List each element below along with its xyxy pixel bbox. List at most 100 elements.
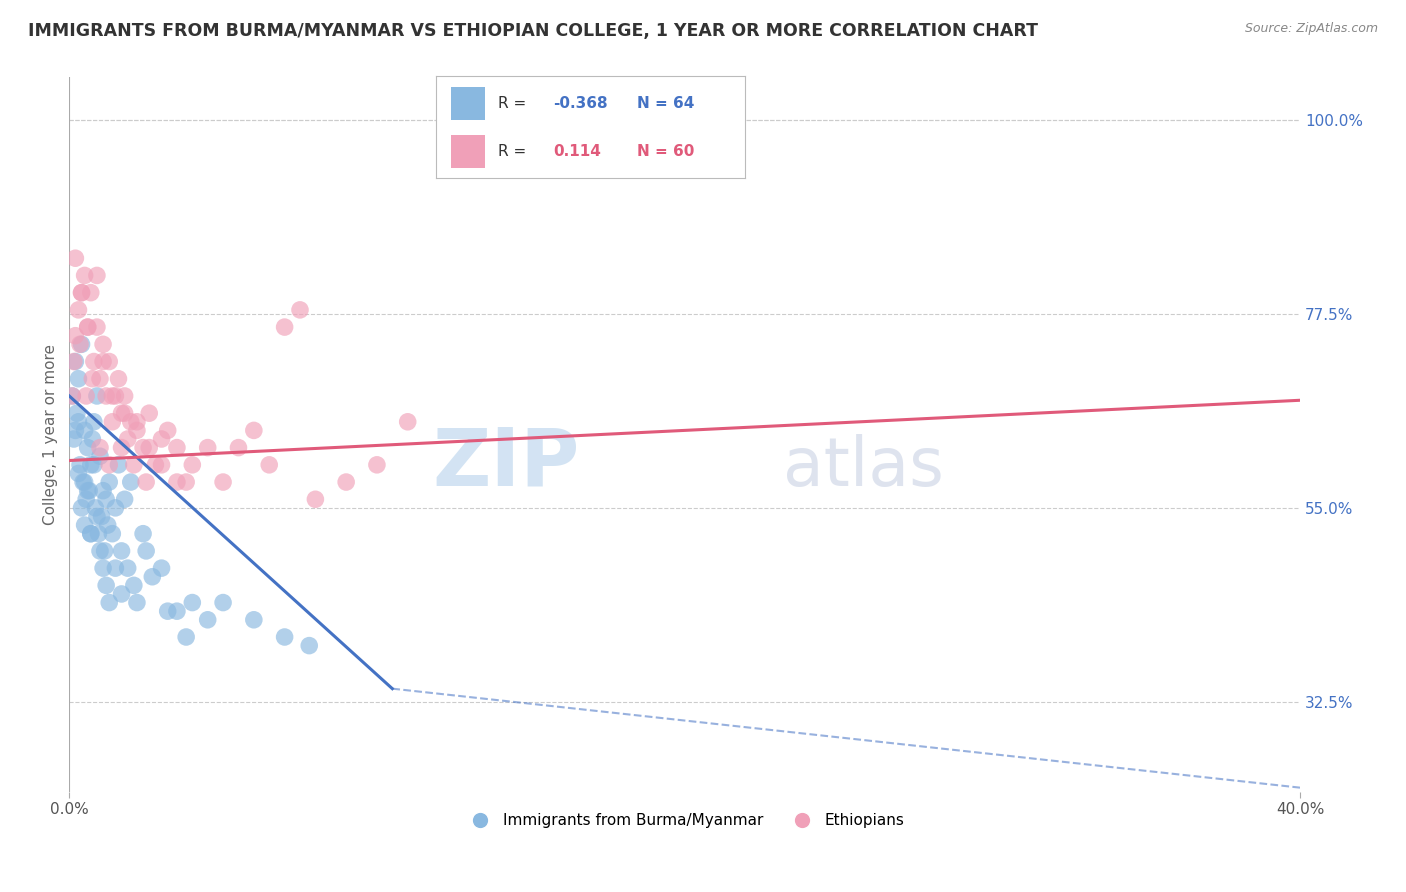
Point	[83, 415, 105, 429]
Point	[110, 587, 132, 601]
Point	[82, 372, 104, 386]
Point	[107, 372, 129, 386]
Point	[70, 337, 93, 351]
Point	[145, 458, 167, 472]
Point	[90, 509, 112, 524]
Point	[117, 561, 139, 575]
Point	[89, 441, 111, 455]
Point	[243, 613, 266, 627]
Point	[63, 354, 86, 368]
Point	[67, 415, 90, 429]
Point	[86, 389, 108, 403]
Text: N = 64: N = 64	[637, 96, 695, 111]
Point	[181, 596, 204, 610]
Point	[69, 458, 91, 472]
Point	[166, 441, 188, 455]
Text: -0.368: -0.368	[554, 96, 607, 111]
Point	[89, 449, 111, 463]
Point	[120, 475, 142, 489]
Point	[125, 424, 148, 438]
Point	[181, 458, 204, 472]
Point	[335, 475, 357, 489]
Point	[150, 432, 173, 446]
Point	[122, 578, 145, 592]
Point	[80, 526, 103, 541]
Point	[135, 475, 157, 489]
Point	[166, 475, 188, 489]
Text: Source: ZipAtlas.com: Source: ZipAtlas.com	[1244, 22, 1378, 36]
Point	[76, 441, 98, 455]
Point	[104, 561, 127, 575]
Point	[212, 475, 235, 489]
Point	[86, 509, 108, 524]
Point	[67, 372, 90, 386]
Point	[212, 596, 235, 610]
Point	[97, 518, 120, 533]
Point	[96, 492, 118, 507]
Point	[83, 458, 105, 472]
Point	[65, 424, 87, 438]
Point	[166, 604, 188, 618]
Point	[98, 458, 121, 472]
Point	[150, 561, 173, 575]
Point	[114, 389, 136, 403]
Point	[73, 475, 96, 489]
Point	[93, 544, 115, 558]
Bar	[451, 136, 485, 168]
Text: IMMIGRANTS FROM BURMA/MYANMAR VS ETHIOPIAN COLLEGE, 1 YEAR OR MORE CORRELATION C: IMMIGRANTS FROM BURMA/MYANMAR VS ETHIOPI…	[28, 22, 1038, 40]
Point	[91, 561, 114, 575]
Text: atlas: atlas	[783, 434, 943, 500]
Point	[86, 320, 108, 334]
Point	[65, 354, 87, 368]
Point	[91, 483, 114, 498]
Point	[96, 578, 118, 592]
Point	[132, 526, 155, 541]
Point	[298, 639, 321, 653]
Point	[73, 268, 96, 283]
Point	[101, 389, 124, 403]
Point	[110, 406, 132, 420]
Point	[60, 389, 83, 403]
Point	[132, 441, 155, 455]
Point	[138, 406, 160, 420]
Point	[107, 458, 129, 472]
Point	[125, 415, 148, 429]
Point	[80, 526, 103, 541]
Point	[76, 320, 98, 334]
Point	[91, 337, 114, 351]
Point	[273, 320, 295, 334]
Point	[114, 406, 136, 420]
Point	[117, 432, 139, 446]
Text: 0.114: 0.114	[554, 145, 602, 160]
Point	[67, 467, 90, 481]
Point	[110, 544, 132, 558]
Point	[396, 415, 419, 429]
Bar	[451, 87, 485, 120]
Point	[75, 492, 97, 507]
Point	[156, 604, 179, 618]
Point	[174, 630, 197, 644]
Point	[96, 389, 118, 403]
Text: N = 60: N = 60	[637, 145, 695, 160]
Point	[101, 526, 124, 541]
Point	[65, 328, 87, 343]
Point	[135, 544, 157, 558]
Point	[110, 441, 132, 455]
Point	[76, 483, 98, 498]
Point	[87, 526, 110, 541]
Point	[98, 475, 121, 489]
Point	[84, 500, 107, 515]
Point	[257, 458, 280, 472]
Point	[65, 251, 87, 265]
Point	[86, 268, 108, 283]
Point	[197, 613, 219, 627]
Point	[125, 596, 148, 610]
Point	[67, 302, 90, 317]
Point	[243, 424, 266, 438]
Point	[104, 500, 127, 515]
Text: R =: R =	[498, 145, 531, 160]
Point	[89, 544, 111, 558]
Point	[366, 458, 388, 472]
Point	[91, 354, 114, 368]
Text: ZIP: ZIP	[433, 425, 581, 502]
